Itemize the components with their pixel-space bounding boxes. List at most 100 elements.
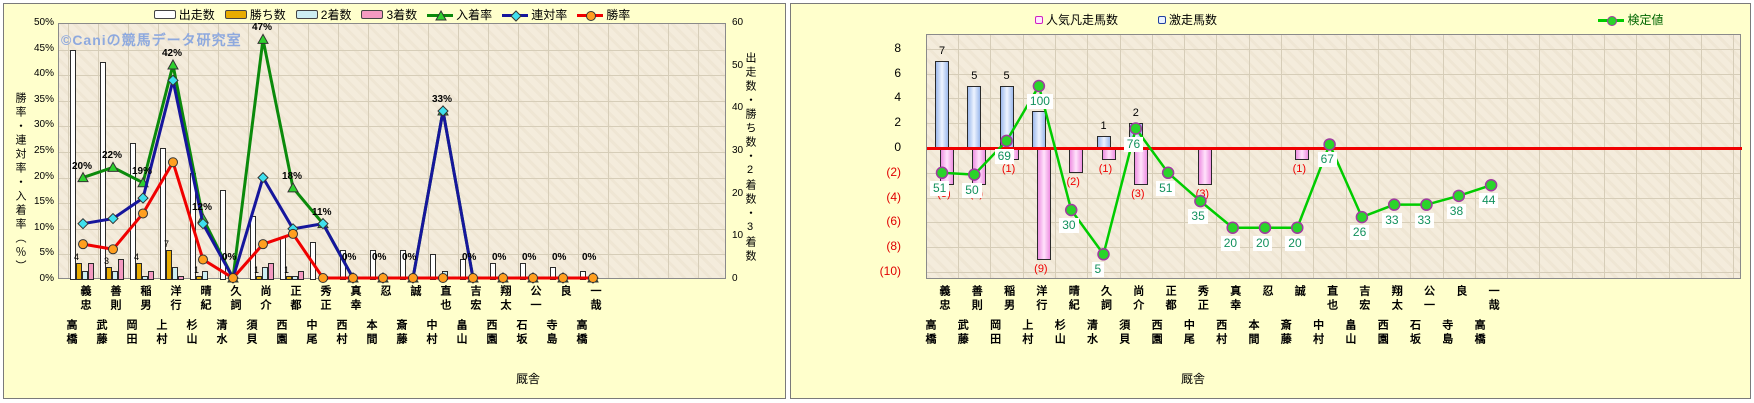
rate-label: 33% bbox=[432, 94, 453, 106]
bar-value-label: 3 bbox=[104, 256, 110, 267]
x-label-surname: 寺島 bbox=[1440, 319, 1453, 347]
y-right-tick: 20 bbox=[732, 187, 744, 199]
x-label-surname: 畠山 bbox=[455, 319, 467, 347]
x-label-given: 善則 bbox=[109, 285, 121, 313]
bar-3着数 bbox=[88, 262, 94, 280]
left-chart-x-title: 厩舎 bbox=[516, 372, 541, 386]
rate-label: 0% bbox=[582, 252, 597, 263]
y-left-tick: 35% bbox=[33, 93, 54, 105]
bar-value-label: (3) bbox=[1131, 188, 1145, 201]
x-label-given: 直也 bbox=[1325, 285, 1338, 313]
x-label-surname: 本間 bbox=[365, 319, 377, 347]
bar-出走数 bbox=[220, 190, 226, 280]
rate-label: 19% bbox=[132, 165, 153, 177]
bar-value-label: 7 bbox=[164, 239, 170, 250]
rate-label: 0% bbox=[522, 252, 537, 263]
legend-item-出走数: 出走数 bbox=[153, 6, 215, 23]
bar-勝ち数 bbox=[196, 275, 202, 280]
x-label-given: 洋行 bbox=[1034, 285, 1047, 313]
bar-2着数 bbox=[172, 267, 178, 280]
test-value-label: 35 bbox=[1188, 209, 1208, 225]
bar-value-label: 1 bbox=[254, 264, 260, 275]
bar-出走数 bbox=[70, 49, 76, 280]
rate-label: 20% bbox=[72, 160, 93, 172]
x-label-surname: 武藤 bbox=[95, 319, 107, 347]
3着数-label: 3着数 bbox=[386, 8, 418, 22]
bar-3着数 bbox=[268, 262, 274, 280]
x-label-surname: 中村 bbox=[425, 319, 437, 347]
y-left-tick: 20% bbox=[33, 170, 54, 182]
x-label-surname: 清水 bbox=[1085, 319, 1098, 347]
bar-2着数 bbox=[82, 271, 88, 280]
bar-勝ち数 bbox=[76, 262, 82, 280]
x-label-given: 誠 bbox=[1293, 285, 1306, 299]
bar-出走数 bbox=[130, 143, 136, 280]
x-label-surname: 上村 bbox=[1020, 319, 1033, 347]
test-value-label: 69 bbox=[994, 148, 1014, 164]
y-tick: (6) bbox=[886, 214, 901, 229]
bar-2着数 bbox=[112, 271, 118, 280]
x-label-surname: 西園 bbox=[1150, 319, 1163, 347]
x-label-given: 洋行 bbox=[169, 285, 181, 313]
y-left-tick: 50% bbox=[33, 17, 54, 28]
legend-item-3着数: 3着数 bbox=[361, 6, 417, 23]
bar-value-label: (1) bbox=[1098, 163, 1113, 176]
test-value-label: 33 bbox=[1414, 212, 1434, 228]
test-value-label: 51 bbox=[930, 180, 950, 196]
bar-勝ち数 bbox=[256, 275, 262, 280]
y-tick: (8) bbox=[886, 239, 901, 254]
right-chart-legend-bars: 人気凡走馬数 激走馬数 bbox=[926, 11, 1326, 28]
x-label-surname: 杉山 bbox=[1053, 319, 1066, 347]
bar-勝ち数 bbox=[286, 275, 292, 280]
x-label-surname: 岡田 bbox=[125, 319, 137, 347]
x-label-given: 正都 bbox=[289, 285, 301, 313]
連対率-swatch bbox=[502, 9, 529, 22]
3着数-swatch bbox=[361, 10, 384, 19]
y-left-tick: 30% bbox=[33, 119, 54, 131]
bar-value-label: 4 bbox=[74, 251, 80, 262]
right-chart-legend-line: 検定値 bbox=[1561, 11, 1701, 28]
x-label-given: 尚介 bbox=[259, 285, 271, 313]
x-label-given: 一哉 bbox=[1487, 285, 1500, 313]
x-label-given: 久詞 bbox=[1099, 285, 1112, 313]
勝率-swatch bbox=[577, 10, 604, 21]
legend-item-勝ち数: 勝ち数 bbox=[224, 6, 286, 23]
激走馬数-label: 激走馬数 bbox=[1169, 13, 1218, 27]
bar-勝ち数 bbox=[136, 262, 142, 280]
x-label-given: 善則 bbox=[970, 285, 983, 313]
rate-label: 12% bbox=[192, 201, 213, 213]
人気凡走馬数-swatch bbox=[1034, 15, 1043, 24]
勝ち数-swatch bbox=[224, 10, 247, 19]
legend-item-2着数: 2着数 bbox=[295, 6, 351, 23]
x-label-surname: 岡田 bbox=[988, 319, 1001, 347]
test-value-label: 38 bbox=[1446, 203, 1467, 219]
連対率-label: 連対率 bbox=[531, 8, 568, 22]
left-chart-y-right-title: 出走数・勝ち数・2着数・3着数 bbox=[744, 52, 756, 264]
x-label-surname: 斎藤 bbox=[395, 319, 407, 347]
rate-label: 0% bbox=[492, 252, 507, 263]
y-left-tick: 5% bbox=[39, 247, 54, 259]
連対率-marker-icon bbox=[510, 9, 522, 22]
x-label-surname: 武藤 bbox=[956, 319, 969, 347]
rate-label: 0% bbox=[462, 252, 477, 263]
bar-出走数 bbox=[250, 216, 256, 280]
x-label-given: 誠 bbox=[409, 285, 421, 299]
bar-2着数 bbox=[142, 275, 148, 280]
test-value-label: 50 bbox=[962, 182, 982, 198]
test-value-label: 33 bbox=[1382, 212, 1402, 228]
test-value-label: 26 bbox=[1349, 225, 1370, 241]
rate-label: 42% bbox=[162, 47, 183, 59]
bar-value-label: 5 bbox=[1003, 70, 1010, 82]
bar-value-label: (9) bbox=[1034, 262, 1048, 275]
rate-label: 47% bbox=[252, 22, 273, 34]
x-label-given: 義忠 bbox=[938, 285, 950, 313]
x-label-surname: 中尾 bbox=[305, 319, 317, 347]
y-left-tick: 45% bbox=[33, 42, 54, 54]
rate-label: 0% bbox=[342, 252, 357, 263]
y-right-tick: 10 bbox=[732, 230, 744, 242]
left-chart-y-left-title: 勝率・連対率・入着率（％） bbox=[14, 92, 26, 274]
x-label-given: 忍 bbox=[379, 285, 391, 299]
x-label-surname: 中村 bbox=[1311, 319, 1324, 347]
y-left-tick: 0% bbox=[39, 273, 54, 284]
bar-出走数 bbox=[160, 147, 166, 280]
